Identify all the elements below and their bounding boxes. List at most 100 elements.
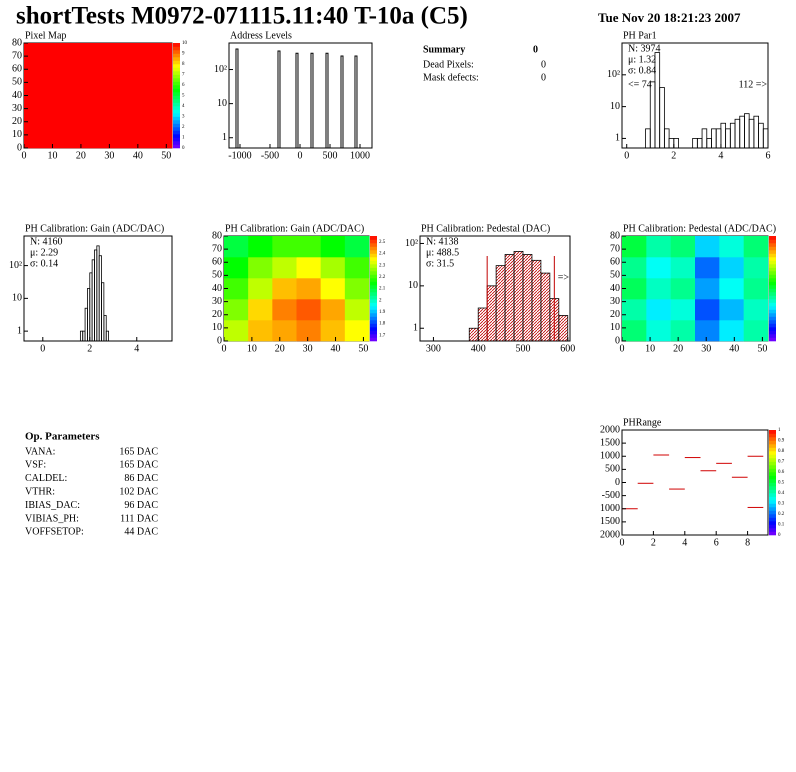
x-tick-label: 10: [47, 150, 57, 161]
colorbar-step: [173, 67, 180, 72]
stat: σ: 0.84: [628, 65, 656, 76]
colorbar-step: [173, 99, 180, 103]
hist-bar: [486, 285, 497, 342]
colorbar-step: [769, 281, 776, 286]
param-name: CALDEL:: [25, 473, 67, 484]
param-value: 44 DAC: [124, 527, 158, 538]
z-tick-label: 0.9: [778, 439, 785, 444]
y-tick-label: 0: [615, 335, 620, 346]
z-tick-label: 1: [182, 136, 185, 141]
z-tick-label: 10: [182, 41, 188, 46]
x-tick-label: 2: [671, 150, 676, 161]
x-tick-label: 2: [651, 537, 656, 548]
colorbar-step: [769, 465, 776, 469]
colorbar-step: [370, 281, 377, 286]
y-tick-label: 80: [12, 37, 22, 48]
heat-cell: [719, 278, 744, 300]
heat-cell: [248, 278, 273, 300]
colorbar-step: [769, 337, 776, 342]
colorbar-step: [370, 316, 377, 321]
z-tick-label: 1.7: [379, 333, 386, 338]
y-tick-label: 30: [610, 296, 620, 307]
hist-bar: [477, 307, 488, 342]
colorbar-step: [370, 278, 377, 282]
colorbar-step: [769, 239, 776, 244]
colorbar-step: [370, 274, 377, 279]
colorbar-step: [769, 430, 776, 434]
y-tick-label: 10: [12, 129, 22, 140]
colorbar-step: [173, 116, 180, 121]
frame: [621, 429, 769, 536]
heat-cell: [670, 278, 696, 300]
hist-bar: [105, 330, 109, 342]
pad-title: PH Calibration: Gain (ADC/DAC): [25, 223, 164, 234]
x-tick-label: 0: [22, 150, 27, 161]
heat-cell: [743, 320, 769, 342]
colorbar-step: [370, 271, 377, 275]
colorbar-step: [769, 479, 776, 483]
y-tick-label: 500: [605, 464, 620, 475]
hist-bar: [513, 250, 524, 342]
colorbar-step: [370, 264, 377, 268]
colorbar-step: [173, 85, 180, 89]
x-tick-label: 0: [40, 343, 45, 354]
colorbar-step: [769, 292, 776, 296]
x-tick-label: 0: [620, 537, 625, 548]
y-tick-label: 10: [610, 101, 620, 112]
y-tick-label: 60: [12, 64, 22, 75]
y-tick-label: 50: [610, 270, 620, 281]
y-tick-label: 70: [12, 50, 22, 61]
colorbar-step: [769, 447, 776, 452]
y-tick-label: 10²: [405, 238, 418, 249]
colorbar-step: [769, 327, 776, 331]
x-tick-label: 30: [104, 150, 114, 161]
colorbar-step: [173, 57, 180, 61]
colorbar-step: [769, 472, 776, 476]
z-tick-label: 1.9: [379, 310, 386, 315]
y-tick-label: 50: [212, 270, 222, 281]
spike: [340, 55, 344, 148]
colorbar-step: [769, 299, 776, 303]
spike: [325, 52, 329, 148]
param-value: 165 DAC: [119, 446, 158, 457]
z-tick-label: 2: [379, 298, 382, 303]
heat-cell: [646, 320, 671, 342]
heat-cell: [670, 320, 696, 342]
z-tick-label: 2: [182, 125, 185, 130]
colorbar-step: [769, 278, 776, 282]
y-tick-label: 0: [615, 477, 620, 488]
colorbar-step: [769, 243, 776, 247]
heat-cell: [344, 320, 370, 342]
colorbar-step: [173, 123, 180, 128]
pad-title: PH Calibration: Pedestal (ADC/DAC): [623, 223, 776, 234]
z-tick-label: 3: [182, 115, 185, 120]
x-tick-label: 30: [303, 343, 313, 354]
x-tick-label: 40: [729, 343, 739, 354]
z-tick-label: 0: [778, 533, 781, 538]
summary-label: Mask defects:: [423, 72, 479, 83]
z-tick-label: 0.1: [778, 523, 785, 528]
heat-cell: [344, 278, 370, 300]
colorbar-step: [173, 137, 180, 142]
colorbar-step: [769, 334, 776, 338]
colorbar-step: [370, 337, 377, 342]
colorbar-step: [370, 299, 377, 303]
y-tick-label: 10: [408, 280, 418, 291]
x-tick-label: 30: [701, 343, 711, 354]
colorbar-step: [173, 46, 180, 51]
spike: [295, 52, 299, 148]
colorbar-step: [769, 489, 776, 494]
hist-bar: [468, 327, 479, 342]
heat-cell: [320, 320, 346, 342]
param-name: VANA:: [25, 446, 55, 457]
frame: [228, 42, 373, 149]
stat: μ: 1.32: [628, 54, 656, 65]
x-tick-label: 0: [624, 150, 629, 161]
heat-cell: [344, 299, 370, 321]
colorbar-step: [173, 64, 180, 68]
colorbar-step: [769, 521, 776, 525]
heat-cell: [272, 257, 297, 279]
x-tick-label: 300: [426, 343, 441, 354]
y-tick-label: 1000: [600, 451, 620, 462]
y-tick-label: 10: [610, 322, 620, 333]
